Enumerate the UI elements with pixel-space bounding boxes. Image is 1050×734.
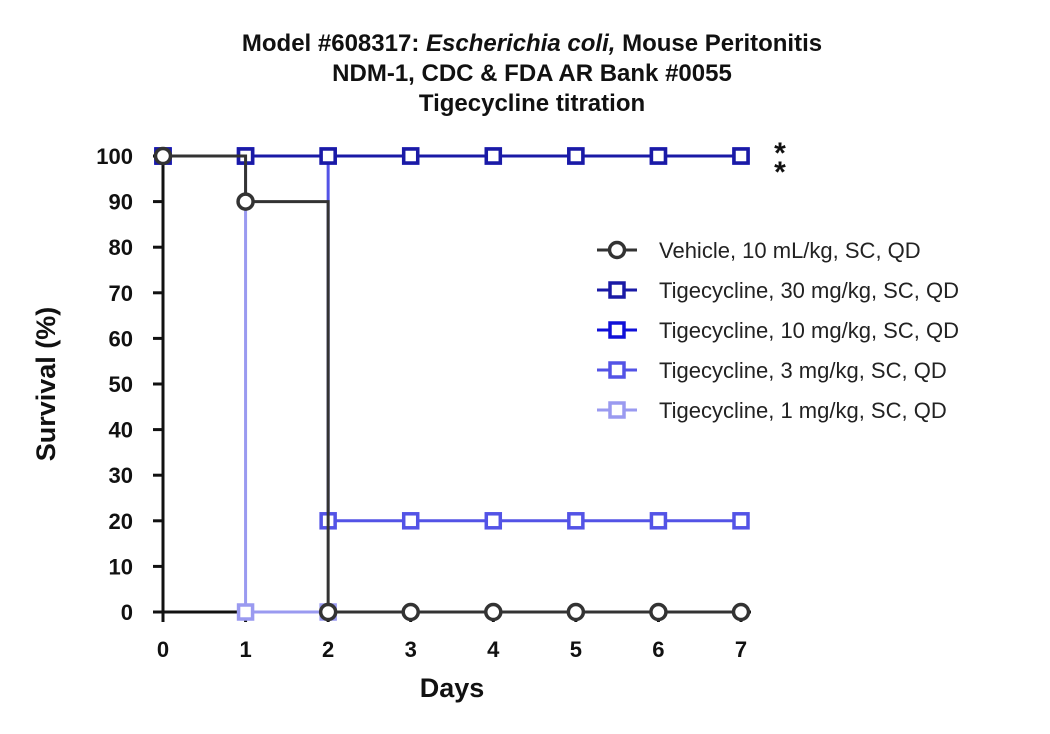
legend-label: Vehicle, 10 mL/kg, SC, QD — [659, 238, 921, 263]
chart-title-line-2: NDM-1, CDC & FDA AR Bank #0055 — [332, 60, 732, 87]
series-5 — [154, 147, 337, 621]
y-tick-label: 10 — [109, 554, 133, 579]
data-point — [153, 146, 173, 166]
x-tick-label: 6 — [652, 637, 664, 662]
legend-marker — [608, 401, 626, 419]
x-tick-label: 1 — [239, 637, 251, 662]
legend-label: Tigecycline, 10 mg/kg, SC, QD — [659, 318, 959, 343]
y-tick-label: 90 — [109, 190, 133, 215]
significance-mark-2: * — [774, 156, 786, 189]
y-tick-label: 40 — [109, 418, 133, 443]
legend-marker — [608, 361, 626, 379]
x-tick-label: 0 — [157, 637, 169, 662]
data-point — [401, 147, 420, 165]
legend: Vehicle, 10 mL/kg, SC, QD Tigecycline, 30… — [597, 238, 959, 423]
series-1 — [153, 146, 751, 622]
y-tick-label: 30 — [109, 463, 133, 488]
data-point — [566, 602, 586, 622]
y-tick-label: 50 — [109, 372, 133, 397]
y-tick-label: 0 — [121, 600, 133, 625]
chart-title-line-1: Model #608317: Escherichia coli, Mouse P… — [242, 30, 822, 57]
data-point — [236, 603, 255, 621]
y-tick-label: 20 — [109, 509, 133, 534]
x-tick-label: 7 — [735, 637, 747, 662]
data-point — [567, 147, 585, 165]
data-point — [731, 602, 751, 622]
data-point — [401, 602, 420, 622]
y-tick-label: 100 — [96, 144, 133, 169]
chart-title-line-3: Tigecycline titration — [419, 90, 645, 117]
data-point — [567, 512, 585, 530]
y-tick-label: 60 — [109, 326, 133, 351]
data-point — [484, 602, 503, 622]
legend-label: Tigecycline, 1 mg/kg, SC, QD — [659, 398, 947, 423]
y-tick-label: 80 — [109, 235, 133, 260]
legend-marker — [608, 281, 626, 299]
plot-area — [153, 146, 751, 622]
data-point — [649, 602, 668, 622]
x-axis-title: Days — [420, 673, 485, 703]
data-point — [649, 512, 668, 530]
legend-item-1: Vehicle, 10 mL/kg, SC, QD — [597, 238, 921, 263]
legend-item-4: Tigecycline, 3 mg/kg, SC, QD — [597, 358, 947, 383]
y-tick-label: 70 — [109, 281, 133, 306]
legend-item-2: Tigecycline, 30 mg/kg, SC, QD — [597, 278, 959, 303]
series-line — [163, 154, 741, 614]
series-2 — [154, 147, 750, 165]
x-tick-label: 2 — [322, 637, 334, 662]
data-point — [401, 512, 420, 530]
data-point — [649, 147, 668, 165]
significance-mark-1: * — [774, 137, 786, 170]
series-line — [163, 154, 329, 614]
data-point — [319, 147, 337, 165]
legend-label: Tigecycline, 3 mg/kg, SC, QD — [659, 358, 947, 383]
legend-label: Tigecycline, 30 mg/kg, SC, QD — [659, 278, 959, 303]
x-tick-label: 5 — [570, 637, 582, 662]
legend-item-5: Tigecycline, 1 mg/kg, SC, QD — [597, 398, 947, 423]
y-axis-title: Survival (%) — [31, 307, 61, 462]
legend-marker — [607, 240, 627, 260]
x-tick-label: 4 — [487, 637, 500, 662]
x-tick-label: 3 — [405, 637, 417, 662]
data-point — [732, 512, 750, 530]
data-point — [318, 602, 338, 622]
data-point — [484, 512, 503, 530]
data-point — [484, 147, 503, 165]
data-point — [236, 192, 255, 211]
legend-marker — [608, 321, 626, 339]
legend-item-3: Tigecycline, 10 mg/kg, SC, QD — [597, 318, 959, 343]
data-point — [732, 147, 750, 165]
series-line — [163, 154, 741, 523]
